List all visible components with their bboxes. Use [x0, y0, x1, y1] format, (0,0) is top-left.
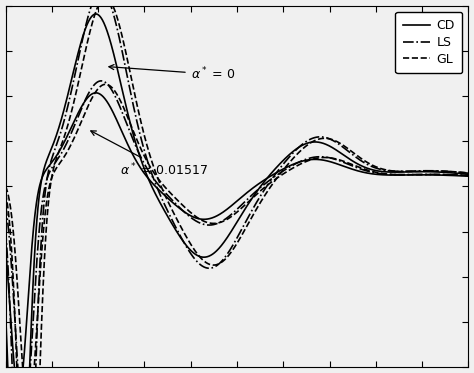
Legend: CD, LS, GL: CD, LS, GL [395, 12, 462, 73]
Text: $\alpha^*$ = 0: $\alpha^*$ = 0 [109, 65, 235, 82]
Text: $\alpha^*$ = 0.01517: $\alpha^*$ = 0.01517 [91, 131, 208, 178]
